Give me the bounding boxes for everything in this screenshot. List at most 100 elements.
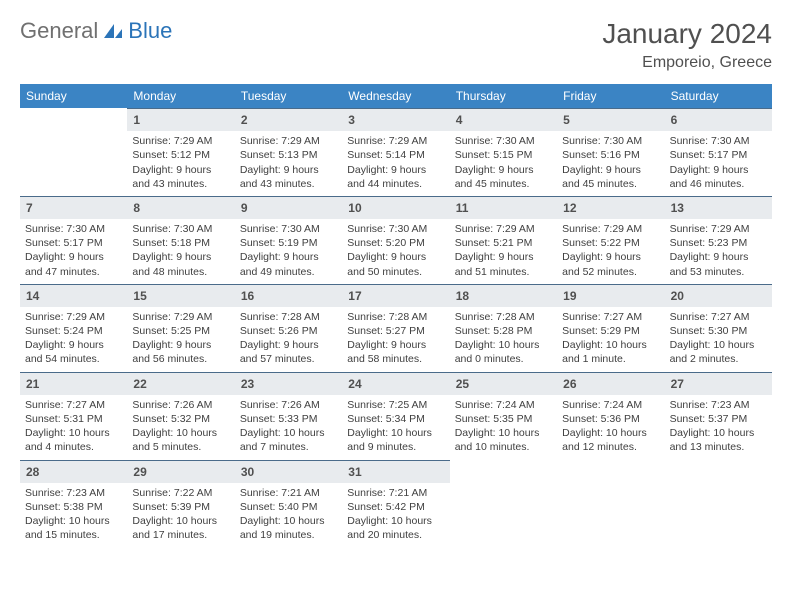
logo-text-blue: Blue xyxy=(128,18,172,44)
sunset-text: Sunset: 5:31 PM xyxy=(25,412,122,426)
day-cell: .. xyxy=(20,108,127,196)
day-info: Sunrise: 7:29 AMSunset: 5:12 PMDaylight:… xyxy=(127,131,234,196)
sunset-text: Sunset: 5:17 PM xyxy=(670,148,767,162)
day-info: Sunrise: 7:29 AMSunset: 5:24 PMDaylight:… xyxy=(20,307,127,372)
week-row: 28Sunrise: 7:23 AMSunset: 5:38 PMDayligh… xyxy=(20,460,772,548)
day-info: Sunrise: 7:30 AMSunset: 5:20 PMDaylight:… xyxy=(342,219,449,284)
day-info: Sunrise: 7:30 AMSunset: 5:17 PMDaylight:… xyxy=(665,131,772,196)
calendar: SundayMondayTuesdayWednesdayThursdayFrid… xyxy=(20,84,772,547)
daylight-text: Daylight: 10 hours and 9 minutes. xyxy=(347,426,444,454)
day-number: 1 xyxy=(127,108,234,131)
day-number: 31 xyxy=(342,460,449,483)
daylight-text: Daylight: 9 hours and 56 minutes. xyxy=(132,338,229,366)
day-cell: 18Sunrise: 7:28 AMSunset: 5:28 PMDayligh… xyxy=(450,284,557,372)
day-number: 2 xyxy=(235,108,342,131)
day-cell: 9Sunrise: 7:30 AMSunset: 5:19 PMDaylight… xyxy=(235,196,342,284)
day-info: Sunrise: 7:24 AMSunset: 5:36 PMDaylight:… xyxy=(557,395,664,460)
day-info: Sunrise: 7:29 AMSunset: 5:21 PMDaylight:… xyxy=(450,219,557,284)
day-cell: 19 Sunrise: 7:27 AMSunset: 5:29 PMDayligh… xyxy=(557,284,664,372)
day-info: Sunrise: 7:29 AMSunset: 5:22 PMDaylight:… xyxy=(557,219,664,284)
title-block: January 2024 Emporeio, Greece xyxy=(602,18,772,72)
day-number: 28 xyxy=(20,460,127,483)
daylight-text: Daylight: 10 hours and 1 minute. xyxy=(562,338,659,366)
day-info: Sunrise: 7:29 AMSunset: 5:13 PMDaylight:… xyxy=(235,131,342,196)
sunrise-text: Sunrise: 7:21 AM xyxy=(240,486,337,500)
day-number: 22 xyxy=(127,372,234,395)
day-number: 4 xyxy=(450,108,557,131)
sunset-text: Sunset: 5:29 PM xyxy=(562,324,659,338)
day-cell: .. xyxy=(665,460,772,548)
daylight-text: Daylight: 10 hours and 0 minutes. xyxy=(455,338,552,366)
week-row: ..1Sunrise: 7:29 AMSunset: 5:12 PMDaylig… xyxy=(20,108,772,196)
sunset-text: Sunset: 5:35 PM xyxy=(455,412,552,426)
daylight-text: Daylight: 9 hours and 43 minutes. xyxy=(240,163,337,191)
day-number: 16 xyxy=(235,284,342,307)
day-info: Sunrise: 7:27 AMSunset: 5:30 PMDaylight:… xyxy=(665,307,772,372)
daylight-text: Daylight: 9 hours and 53 minutes. xyxy=(670,250,767,278)
day-number: 21 xyxy=(20,372,127,395)
daylight-text: Daylight: 9 hours and 49 minutes. xyxy=(240,250,337,278)
daylight-text: Daylight: 9 hours and 44 minutes. xyxy=(347,163,444,191)
day-number: 20 xyxy=(665,284,772,307)
day-number: 7 xyxy=(20,196,127,219)
day-info: Sunrise: 7:27 AMSunset: 5:31 PMDaylight:… xyxy=(20,395,127,460)
sunrise-text: Sunrise: 7:29 AM xyxy=(240,134,337,148)
day-info: Sunrise: 7:29 AMSunset: 5:25 PMDaylight:… xyxy=(127,307,234,372)
day-number: 29 xyxy=(127,460,234,483)
day-info: Sunrise: 7:24 AMSunset: 5:35 PMDaylight:… xyxy=(450,395,557,460)
day-number: 25 xyxy=(450,372,557,395)
day-cell: 10Sunrise: 7:30 AMSunset: 5:20 PMDayligh… xyxy=(342,196,449,284)
sunrise-text: Sunrise: 7:22 AM xyxy=(132,486,229,500)
day-info: Sunrise: 7:23 AMSunset: 5:38 PMDaylight:… xyxy=(20,483,127,548)
location-label: Emporeio, Greece xyxy=(602,54,772,72)
day-info: Sunrise: 7:26 AMSunset: 5:32 PMDaylight:… xyxy=(127,395,234,460)
day-info: Sunrise: 7:28 AMSunset: 5:27 PMDaylight:… xyxy=(342,307,449,372)
logo: General Blue xyxy=(20,18,172,44)
sunrise-text: Sunrise: 7:30 AM xyxy=(132,222,229,236)
daylight-text: Daylight: 10 hours and 17 minutes. xyxy=(132,514,229,542)
sunrise-text: Sunrise: 7:29 AM xyxy=(347,134,444,148)
day-number: 19 xyxy=(557,284,664,307)
sunset-text: Sunset: 5:38 PM xyxy=(25,500,122,514)
sunrise-text: Sunrise: 7:26 AM xyxy=(132,398,229,412)
sunset-text: Sunset: 5:34 PM xyxy=(347,412,444,426)
sunset-text: Sunset: 5:30 PM xyxy=(670,324,767,338)
sunrise-text: Sunrise: 7:27 AM xyxy=(562,310,659,324)
day-cell: 6Sunrise: 7:30 AMSunset: 5:17 PMDaylight… xyxy=(665,108,772,196)
sunset-text: Sunset: 5:13 PM xyxy=(240,148,337,162)
sunrise-text: Sunrise: 7:27 AM xyxy=(670,310,767,324)
weekday-header: Tuesday xyxy=(235,84,342,108)
day-number: 23 xyxy=(235,372,342,395)
daylight-text: Daylight: 10 hours and 5 minutes. xyxy=(132,426,229,454)
sunrise-text: Sunrise: 7:21 AM xyxy=(347,486,444,500)
weekday-header: Sunday xyxy=(20,84,127,108)
day-cell: 30Sunrise: 7:21 AMSunset: 5:40 PMDayligh… xyxy=(235,460,342,548)
sunrise-text: Sunrise: 7:30 AM xyxy=(562,134,659,148)
day-info: Sunrise: 7:30 AMSunset: 5:18 PMDaylight:… xyxy=(127,219,234,284)
sunset-text: Sunset: 5:26 PM xyxy=(240,324,337,338)
daylight-text: Daylight: 9 hours and 52 minutes. xyxy=(562,250,659,278)
sunset-text: Sunset: 5:36 PM xyxy=(562,412,659,426)
day-cell: 3Sunrise: 7:29 AMSunset: 5:14 PMDaylight… xyxy=(342,108,449,196)
day-cell: 14Sunrise: 7:29 AMSunset: 5:24 PMDayligh… xyxy=(20,284,127,372)
sunrise-text: Sunrise: 7:30 AM xyxy=(670,134,767,148)
daylight-text: Daylight: 9 hours and 48 minutes. xyxy=(132,250,229,278)
sunrise-text: Sunrise: 7:28 AM xyxy=(455,310,552,324)
daylight-text: Daylight: 9 hours and 54 minutes. xyxy=(25,338,122,366)
day-cell: 5Sunrise: 7:30 AMSunset: 5:16 PMDaylight… xyxy=(557,108,664,196)
day-cell: 16Sunrise: 7:28 AMSunset: 5:26 PMDayligh… xyxy=(235,284,342,372)
day-cell: .. xyxy=(557,460,664,548)
daylight-text: Daylight: 10 hours and 15 minutes. xyxy=(25,514,122,542)
day-cell: 11Sunrise: 7:29 AMSunset: 5:21 PMDayligh… xyxy=(450,196,557,284)
daylight-text: Daylight: 10 hours and 7 minutes. xyxy=(240,426,337,454)
day-cell: 27Sunrise: 7:23 AMSunset: 5:37 PMDayligh… xyxy=(665,372,772,460)
sunset-text: Sunset: 5:32 PM xyxy=(132,412,229,426)
day-number: 26 xyxy=(557,372,664,395)
sunset-text: Sunset: 5:22 PM xyxy=(562,236,659,250)
sunrise-text: Sunrise: 7:30 AM xyxy=(25,222,122,236)
day-cell: 28Sunrise: 7:23 AMSunset: 5:38 PMDayligh… xyxy=(20,460,127,548)
day-cell: 1Sunrise: 7:29 AMSunset: 5:12 PMDaylight… xyxy=(127,108,234,196)
day-info: Sunrise: 7:22 AMSunset: 5:39 PMDaylight:… xyxy=(127,483,234,548)
sunrise-text: Sunrise: 7:23 AM xyxy=(25,486,122,500)
sunset-text: Sunset: 5:37 PM xyxy=(670,412,767,426)
